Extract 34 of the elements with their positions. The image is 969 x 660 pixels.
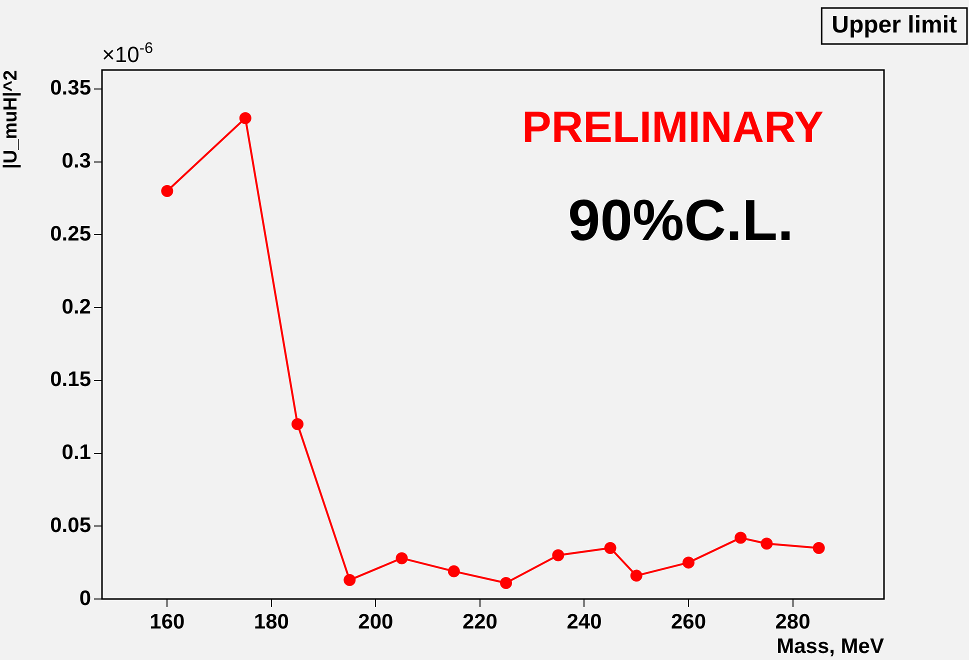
point [552,549,564,562]
point [630,570,642,582]
point [292,418,304,430]
point [239,112,252,124]
y-tick-label: 0.05 [50,514,92,537]
x-tick-label: 180 [254,610,289,634]
point [604,542,616,554]
point [396,552,408,564]
point [760,538,773,550]
y-axis-title: |U_muH|^2 [0,70,22,169]
y-tick-label: 0 [79,586,91,610]
y-tick-label: 0.25 [50,222,92,246]
point [500,576,512,589]
x-tick-label: 260 [670,610,706,634]
point [448,565,460,578]
y-tick-label: 0.1 [62,441,92,464]
annotation: 90%C.L. [568,188,794,253]
y-tick-label: 0.35 [50,76,92,100]
y-tick-label: 0.3 [62,150,91,173]
annotation: PRELIMINARY [522,103,824,152]
point [812,542,825,554]
y-tick-label: 0.2 [62,295,91,318]
x-tick-label: 160 [150,610,185,634]
y-tick-label: 0.15 [50,368,92,392]
chart-title: Upper limit [832,12,958,39]
x-tick-label: 240 [566,610,602,634]
point [161,184,174,197]
x-tick-label: 220 [462,610,498,634]
point [344,574,356,586]
x-tick-label: 280 [775,610,810,634]
x-tick-label: 200 [358,610,394,634]
x-axis-title: Mass, MeV [776,635,884,658]
point [682,556,694,569]
point [734,532,747,544]
